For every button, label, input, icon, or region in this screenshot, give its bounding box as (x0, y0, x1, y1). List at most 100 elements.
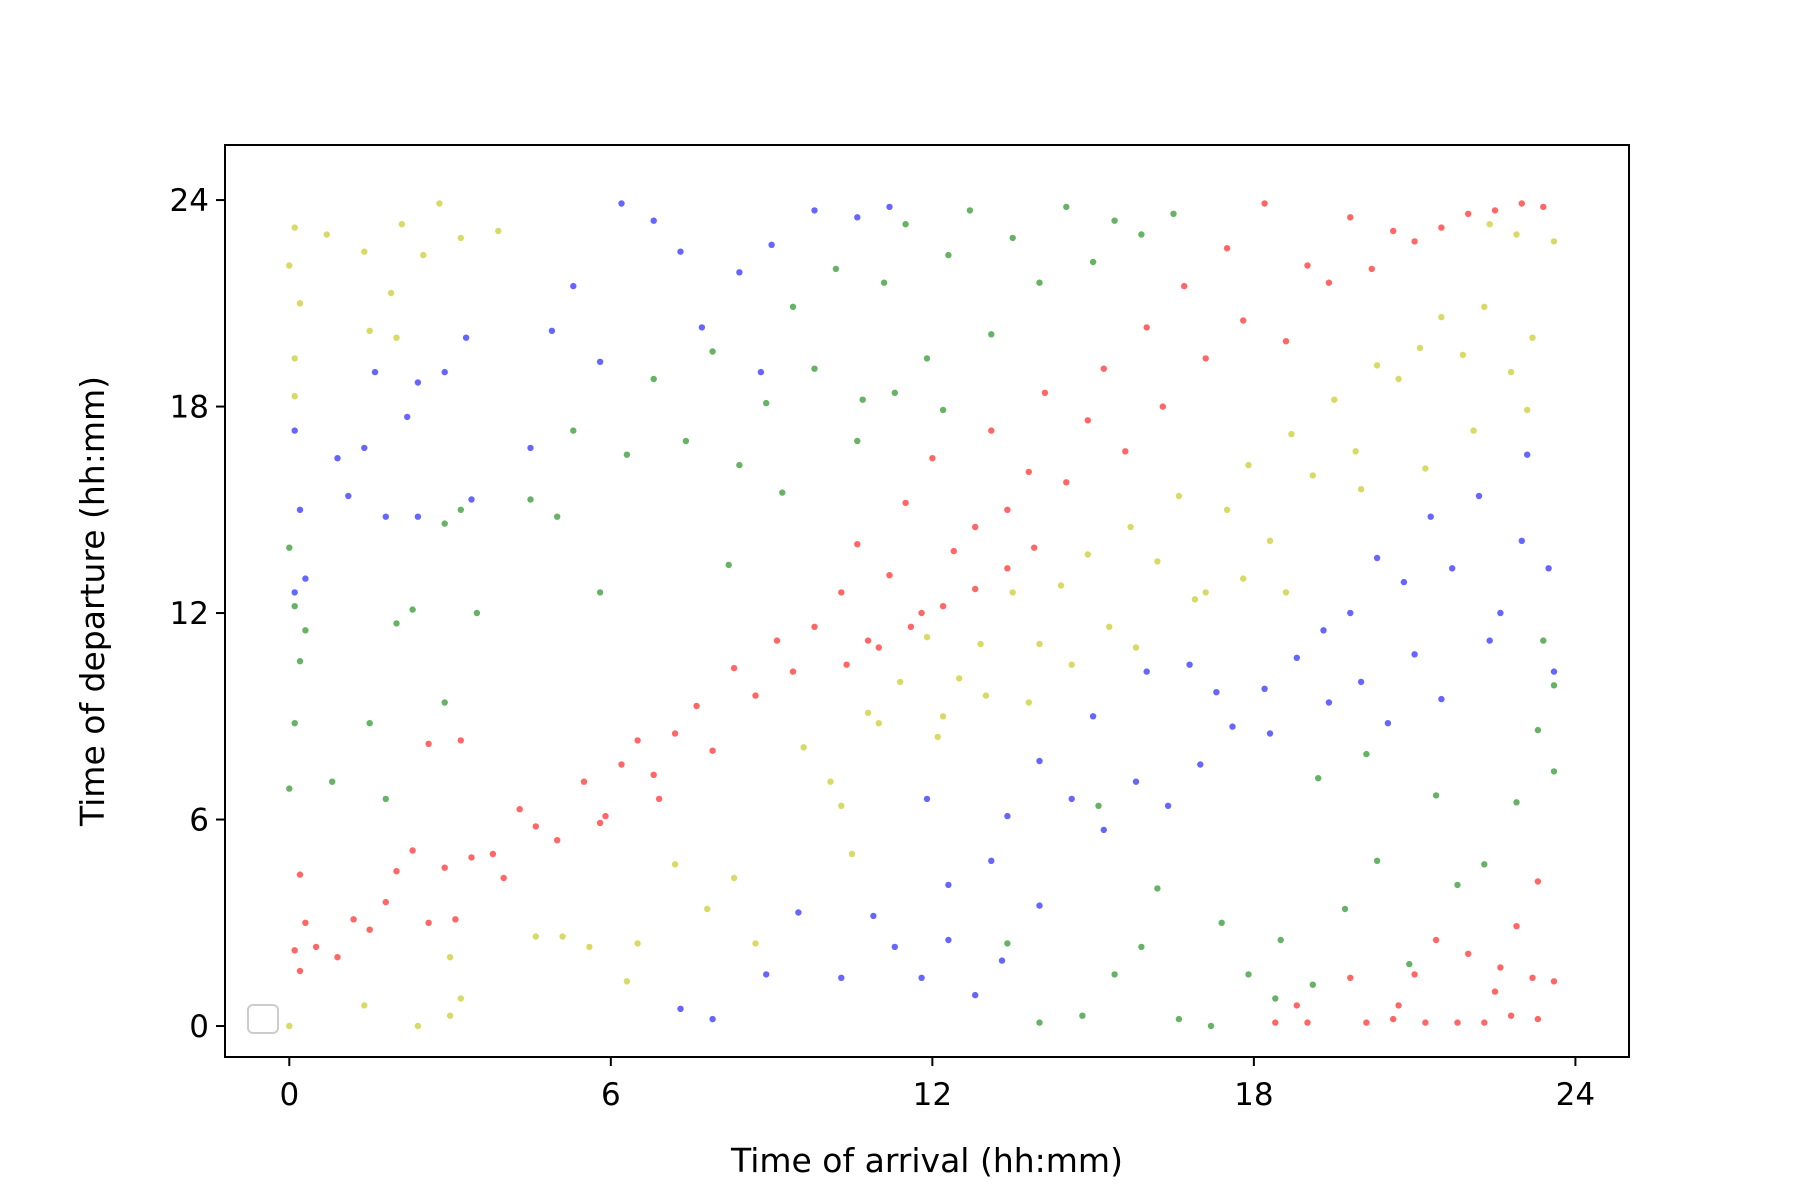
scatter-point (350, 916, 357, 923)
scatter-point (1240, 317, 1247, 324)
scatter-point (1486, 637, 1493, 644)
scatter-point (1449, 565, 1456, 572)
scatter-point (409, 847, 416, 854)
scatter-point (650, 375, 657, 383)
scatter-point (1438, 224, 1445, 231)
scatter-point (1438, 313, 1445, 321)
scatter-point (532, 933, 539, 940)
scatter-point (757, 368, 765, 376)
x-axis-title: Time of arrival (hh:mm) (730, 1141, 1123, 1180)
scatter-point (730, 664, 738, 672)
scatter-point (859, 396, 866, 403)
scatter-point (441, 520, 448, 527)
scatter-point (1432, 936, 1440, 944)
scatter-point (296, 967, 304, 975)
scatter-point (393, 334, 400, 341)
scatter-point (1036, 279, 1043, 286)
scatter-point (891, 943, 898, 951)
legend-box (247, 1004, 279, 1034)
scatter-point (1347, 974, 1354, 981)
scatter-point (864, 709, 872, 716)
scatter-point (811, 207, 818, 214)
scatter-point (1363, 750, 1370, 758)
scatter-point (1089, 258, 1097, 266)
scatter-point (1481, 303, 1488, 310)
scatter-point (709, 348, 716, 355)
scatter-point (1036, 1019, 1043, 1026)
scatter-point (468, 854, 475, 861)
scatter-point (1186, 661, 1193, 668)
scatter-point (286, 1022, 293, 1030)
scatter-point (725, 561, 732, 569)
scatter-point (489, 850, 497, 858)
scatter-point (1288, 430, 1295, 438)
scatter-point (972, 585, 979, 593)
scatter-point (1240, 575, 1247, 582)
scatter-point (291, 720, 298, 727)
scatter-point (923, 633, 931, 641)
scatter-point (1454, 881, 1461, 889)
scatter-point (1106, 623, 1113, 630)
y-tick-label: 18 (170, 390, 209, 426)
scatter-point (1459, 351, 1467, 359)
scatter-point (854, 437, 861, 445)
scatter-point (1282, 589, 1290, 596)
scatter-point (1309, 472, 1317, 479)
y-tick-label: 12 (170, 596, 209, 632)
scatter-point (730, 874, 738, 882)
y-tick-label: 24 (170, 183, 209, 219)
scatter-point (1309, 981, 1317, 988)
scatter-point (843, 661, 850, 668)
scatter-point (1497, 964, 1504, 971)
scatter-point (972, 991, 979, 999)
scatter-point (1507, 1012, 1515, 1019)
scatter-point (1540, 637, 1547, 644)
scatter-point (1218, 919, 1225, 926)
scatter-point (446, 1012, 454, 1019)
scatter-point (671, 861, 679, 868)
scatter-point (291, 947, 298, 954)
scatter-point (382, 513, 389, 520)
scatter-point (387, 289, 395, 297)
scatter-point (1063, 479, 1070, 486)
scatter-point (1100, 826, 1108, 834)
scatter-point (918, 974, 925, 981)
scatter-point (623, 451, 631, 458)
scatter-point (393, 868, 400, 875)
scatter-point (1411, 651, 1418, 658)
scatter-point (1518, 537, 1526, 544)
scatter-point (634, 737, 641, 744)
scatter-point (1132, 644, 1140, 651)
scatter-point (1465, 210, 1472, 217)
scatter-point (596, 589, 604, 596)
scatter-point (1550, 768, 1558, 775)
scatter-point (1197, 761, 1204, 768)
x-tick-label: 0 (279, 1077, 299, 1113)
scatter-point (1357, 678, 1365, 686)
scatter-point (1347, 214, 1354, 221)
scatter-point (1304, 262, 1311, 269)
scatter-point (693, 702, 700, 710)
scatter-point (312, 943, 320, 951)
scatter-point (923, 795, 931, 803)
scatter-point (891, 389, 898, 396)
scatter-point (650, 217, 657, 224)
scatter-point (1159, 403, 1167, 410)
scatter-point (1084, 551, 1092, 558)
scatter-point (345, 492, 352, 500)
scatter-point (291, 355, 298, 362)
scatter-point (441, 368, 448, 376)
scatter-point (559, 933, 566, 940)
scatter-point (420, 251, 427, 259)
scatter-point (602, 812, 609, 820)
scatter-point (1282, 338, 1290, 345)
scatter-point (773, 637, 781, 644)
scatter-point (1475, 492, 1483, 500)
plot-frame (224, 144, 1630, 1058)
scatter-point (457, 737, 464, 744)
scatter-point (425, 919, 432, 926)
scatter-point (329, 778, 336, 785)
scatter-point (1481, 1019, 1488, 1026)
scatter-point (425, 740, 432, 747)
scatter-point (1481, 861, 1488, 868)
